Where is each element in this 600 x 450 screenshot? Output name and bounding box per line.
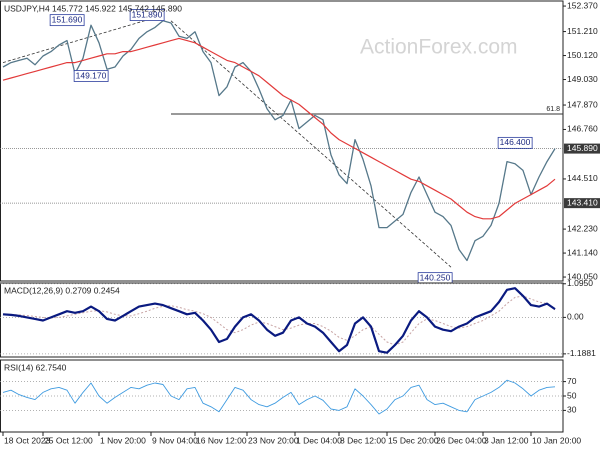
level-label: 143.410 bbox=[567, 197, 598, 207]
x-tick-label: 1 Dec 04:00 bbox=[296, 435, 342, 445]
y-tick-label: 147.870 bbox=[567, 99, 598, 109]
x-tick-label: 16 Nov 12:00 bbox=[196, 435, 247, 445]
y-tick-label: 150.120 bbox=[567, 50, 598, 60]
y-tick-label: 149.030 bbox=[567, 74, 598, 84]
x-tick-label: 15 Dec 20:00 bbox=[388, 435, 439, 445]
annotation: 140.250 bbox=[420, 272, 451, 282]
annotation: 146.400 bbox=[500, 137, 531, 147]
annotation: 151.890 bbox=[132, 9, 163, 19]
panel-title: MACD(12,26,9) 0.2709 0.2454 bbox=[4, 285, 120, 295]
series-line bbox=[2, 287, 556, 354]
trendline bbox=[170, 20, 452, 268]
series-line bbox=[2, 295, 556, 346]
level-tag bbox=[564, 198, 600, 209]
x-tick-label: 10 Jan 20:00 bbox=[532, 435, 581, 445]
panel-title: RSI(14) 62.7540 bbox=[4, 362, 67, 372]
x-tick-label: 25 Oct 12:00 bbox=[44, 435, 93, 445]
panel-frame bbox=[0, 359, 564, 433]
annotation-box bbox=[497, 136, 533, 149]
y-tick-label: 141.140 bbox=[567, 247, 598, 257]
y-tick-label: 152.370 bbox=[567, 0, 598, 10]
y-tick-label: 140.050 bbox=[567, 271, 598, 281]
y-tick-label: 142.230 bbox=[567, 223, 598, 233]
y-tick-label: 70 bbox=[567, 376, 577, 386]
x-tick-label: 9 Nov 04:00 bbox=[152, 435, 198, 445]
y-tick-label: 30 bbox=[567, 405, 577, 415]
level-label: 145.890 bbox=[567, 143, 598, 153]
annotation-box bbox=[129, 9, 165, 21]
panel-frame bbox=[0, 0, 564, 282]
series-line bbox=[2, 37, 556, 220]
watermark: ActionForex.com bbox=[360, 36, 518, 59]
trendline bbox=[2, 14, 164, 63]
y-tick-label: 144.510 bbox=[567, 173, 598, 183]
y-tick-label: -1.1881 bbox=[567, 348, 596, 358]
panel-frame bbox=[0, 282, 564, 358]
annotation-box bbox=[73, 70, 109, 82]
y-tick-label: 50 bbox=[567, 390, 577, 400]
x-tick-label: 3 Jan 12:00 bbox=[484, 435, 529, 445]
annotation-box bbox=[49, 14, 85, 27]
panel-title: USDJPY,H4 145.772 145.922 145.742 145.89… bbox=[4, 3, 182, 13]
x-tick-label: 1 Nov 20:00 bbox=[100, 435, 146, 445]
y-tick-label: 151.210 bbox=[567, 26, 598, 36]
y-tick-label: 146.760 bbox=[567, 124, 598, 134]
annotation: 149.170 bbox=[76, 70, 107, 80]
x-tick-label: 26 Dec 04:00 bbox=[436, 435, 487, 445]
annotation: 151.690 bbox=[52, 14, 83, 24]
level-tag bbox=[564, 143, 600, 154]
x-tick-label: 8 Dec 12:00 bbox=[340, 435, 386, 445]
level-label: 61.8 bbox=[546, 106, 560, 113]
series-line bbox=[2, 20, 556, 262]
x-tick-label: 23 Nov 20:00 bbox=[248, 435, 299, 445]
x-tick-label: 18 Oct 2023 bbox=[4, 435, 51, 445]
y-tick-label: 1.0950 bbox=[567, 278, 593, 288]
y-tick-label: 0.00 bbox=[567, 312, 584, 322]
series-line bbox=[2, 379, 556, 415]
